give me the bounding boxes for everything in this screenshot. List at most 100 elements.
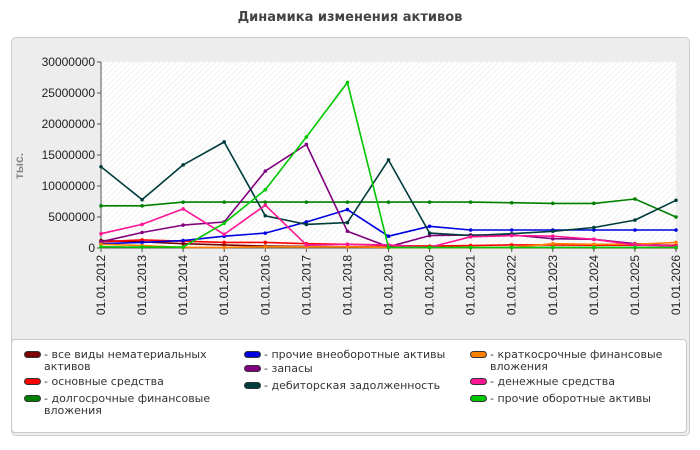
data-point (263, 213, 268, 218)
data-point (468, 228, 473, 232)
data-point (509, 243, 514, 247)
legend-label: - основные средства (44, 375, 164, 388)
data-point (592, 242, 596, 247)
data-point (509, 228, 514, 232)
legend-swatch (470, 395, 487, 402)
data-point (263, 169, 268, 173)
data-point (345, 80, 350, 85)
legend-label: - краткосрочные финансовые вложения (490, 348, 663, 373)
data-point (140, 197, 144, 202)
legend-swatch (24, 351, 41, 358)
data-point (633, 197, 637, 201)
data-point (345, 200, 350, 204)
legend-swatch (244, 351, 261, 358)
data-point (99, 242, 103, 247)
data-point (468, 200, 473, 204)
data-point (550, 229, 555, 234)
data-point (181, 200, 185, 204)
data-point (550, 234, 555, 239)
data-point (633, 218, 637, 222)
data-point (181, 241, 185, 246)
data-point (140, 240, 144, 245)
data-point (181, 163, 185, 167)
data-point (263, 231, 268, 235)
data-point (345, 207, 350, 212)
data-point (345, 244, 350, 249)
data-point (386, 234, 391, 239)
data-point (633, 243, 637, 247)
data-point (427, 233, 432, 238)
data-point (592, 237, 596, 242)
y-tick-label: 0 (88, 241, 95, 255)
x-tick-label: 01.01.2015 (217, 255, 231, 315)
x-tick-label: 01.01.2019 (382, 255, 396, 315)
chart-title: Динамика изменения активов (237, 10, 463, 25)
y-tick-label: 10000000 (42, 179, 96, 193)
x-tick-label: 01.01.2013 (135, 255, 149, 315)
data-point (550, 245, 555, 250)
data-point (222, 243, 227, 247)
x-tick-label: 01.01.2014 (176, 255, 190, 315)
data-point (592, 201, 596, 206)
y-axis-label: тыс. (12, 153, 26, 179)
y-tick-label: 5000000 (48, 210, 95, 224)
data-point (550, 241, 555, 246)
chart-svg: 0 5000000 10000000 15000000 20000000 25000000… (12, 55, 683, 315)
data-point (386, 158, 391, 162)
data-point (181, 207, 185, 211)
data-point (345, 220, 350, 225)
legend-swatch (24, 395, 41, 402)
plot-area (101, 62, 676, 248)
series-group (99, 197, 678, 219)
data-point (181, 223, 185, 227)
data-point (222, 221, 227, 225)
series-group (99, 80, 678, 250)
data-point (633, 228, 637, 232)
legend-swatch (244, 365, 261, 372)
legend-label: - запасы (264, 362, 313, 375)
data-point (222, 240, 227, 245)
data-point (345, 229, 350, 234)
legend-label: - прочие оборотные активы (490, 392, 651, 405)
data-point (222, 232, 227, 237)
data-point (99, 231, 103, 236)
data-point (99, 240, 103, 244)
data-point (674, 215, 678, 219)
data-point (592, 225, 596, 230)
data-point (263, 200, 268, 204)
data-point (633, 245, 637, 250)
x-tick-label: 01.01.2018 (340, 255, 354, 315)
x-tick-label: 01.01.2022 (505, 255, 519, 315)
x-tick-label: 01.01.2017 (299, 255, 313, 315)
y-tick-label: 20000000 (42, 117, 96, 131)
data-point (509, 200, 514, 205)
data-point (263, 244, 268, 249)
data-point (304, 142, 309, 147)
data-point (140, 238, 144, 242)
data-point (140, 230, 144, 235)
legend-swatch (24, 378, 41, 385)
data-point (674, 245, 678, 250)
data-point (99, 164, 103, 169)
data-point (550, 236, 555, 241)
data-point (181, 245, 185, 249)
data-point (304, 220, 309, 224)
data-point (304, 243, 309, 247)
data-point (345, 242, 350, 247)
data-point (304, 222, 309, 227)
data-point (304, 200, 309, 204)
data-point (263, 187, 268, 192)
y-tick-label: 30000000 (42, 55, 96, 69)
x-tick-label: 01.01.2021 (464, 255, 478, 315)
data-point (592, 228, 596, 232)
legend-label: - все виды нематериальных активов (44, 348, 207, 373)
y-tick-label: 25000000 (42, 86, 96, 100)
x-tick-label: 01.01.2012 (94, 255, 108, 315)
x-tick-label: 01.01.2020 (423, 255, 437, 315)
data-point (427, 245, 432, 250)
data-point (427, 200, 432, 204)
data-point (509, 233, 514, 238)
data-point (468, 245, 473, 250)
data-point (386, 245, 391, 250)
data-point (99, 244, 103, 249)
